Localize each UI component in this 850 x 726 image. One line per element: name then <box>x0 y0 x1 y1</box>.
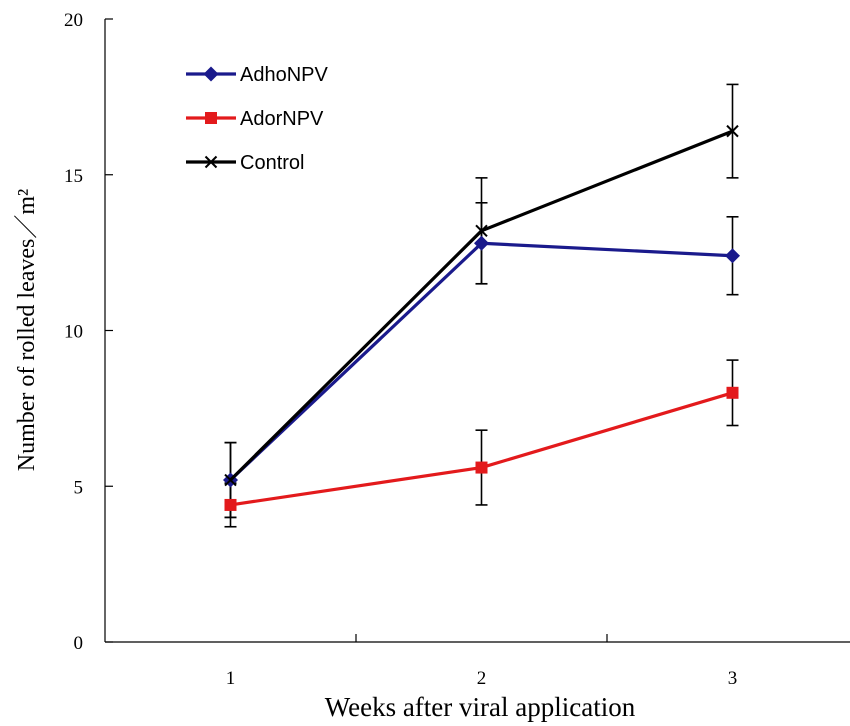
legend: AdhoNPV AdorNPV Control <box>186 64 328 174</box>
y-tick-label: 20 <box>64 10 83 31</box>
data-point <box>725 248 740 264</box>
series-control <box>224 124 739 487</box>
y-axis-ticks: 0 5 10 15 20 <box>64 10 113 654</box>
data-point <box>726 124 739 138</box>
x-tick-label: 3 <box>728 668 738 689</box>
legend-entry: AdorNPV <box>186 108 324 130</box>
data-point <box>203 66 219 82</box>
y-tick-label: 10 <box>64 322 83 343</box>
data-point <box>726 386 739 399</box>
legend-entry: Control <box>186 152 304 174</box>
x-axis-ticks: 1 2 3 <box>226 634 738 689</box>
x-axis-title: Weeks after viral application <box>325 692 636 722</box>
legend-entry: AdhoNPV <box>186 64 328 86</box>
legend-label: AdorNPV <box>240 108 324 130</box>
data-point <box>475 224 488 238</box>
series-adornpv <box>224 386 739 511</box>
error-bars <box>224 359 739 528</box>
y-tick-label: 0 <box>74 633 84 654</box>
y-tick-label: 5 <box>74 477 84 498</box>
series-layer <box>223 83 740 528</box>
data-point <box>224 498 237 511</box>
data-point <box>224 473 237 487</box>
data-point <box>475 461 488 474</box>
data-point <box>204 155 218 169</box>
legend-label: AdhoNPV <box>240 64 328 86</box>
x-tick-label: 2 <box>477 668 487 689</box>
data-point <box>205 112 217 124</box>
legend-label: Control <box>240 152 304 174</box>
y-tick-label: 15 <box>64 166 83 187</box>
y-axis-title: Number of rolled leaves／m² <box>14 189 40 471</box>
x-tick-label: 1 <box>226 668 236 689</box>
data-point <box>474 235 489 251</box>
